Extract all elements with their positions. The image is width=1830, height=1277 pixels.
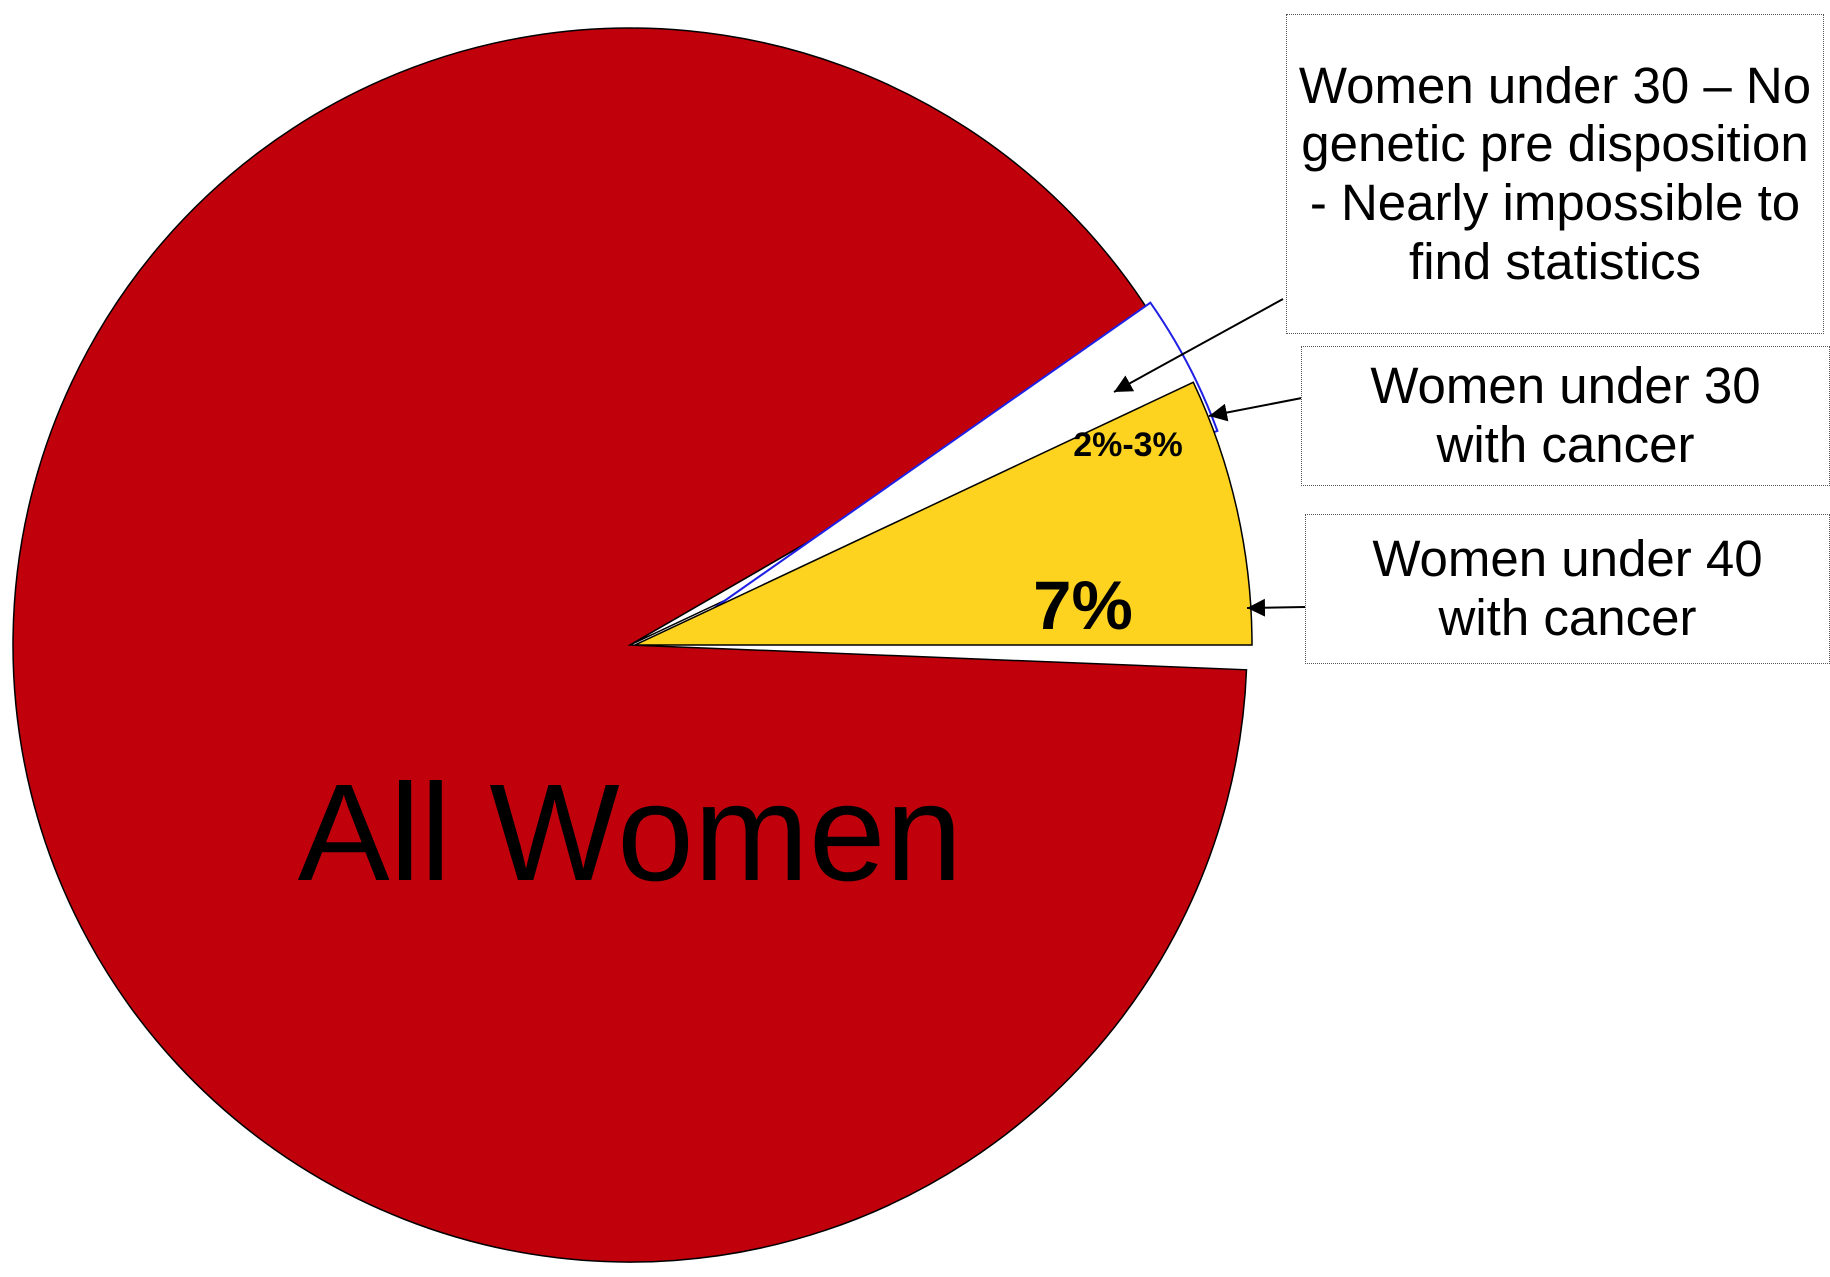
callout-under-40: Women under 40 with cancer	[1305, 514, 1830, 664]
callout-leader-no-predisposition	[1113, 298, 1284, 393]
callout-under-40-text: Women under 40 with cancer	[1372, 530, 1763, 646]
callout-under-30-text: Women under 30 with cancer	[1370, 357, 1761, 473]
callout-leader-under-30	[1208, 396, 1308, 422]
pie-slice-under-40	[634, 381, 1253, 646]
pie-slice-all-women	[12, 27, 1248, 1263]
callout-under-30: Women under 30 with cancer	[1301, 346, 1830, 486]
callout-leader-under-40	[1246, 598, 1306, 617]
slice-label-under-30: 2%-3%	[1073, 426, 1183, 464]
callout-no-predisposition-text: Women under 30 – No genetic pre disposit…	[1298, 56, 1812, 290]
pie-slice-under-30	[689, 301, 1219, 626]
slice-label-all-women: All Women	[298, 756, 963, 910]
slice-label-under-40: 7%	[1033, 567, 1133, 644]
callout-no-predisposition: Women under 30 – No genetic pre disposit…	[1286, 14, 1824, 334]
